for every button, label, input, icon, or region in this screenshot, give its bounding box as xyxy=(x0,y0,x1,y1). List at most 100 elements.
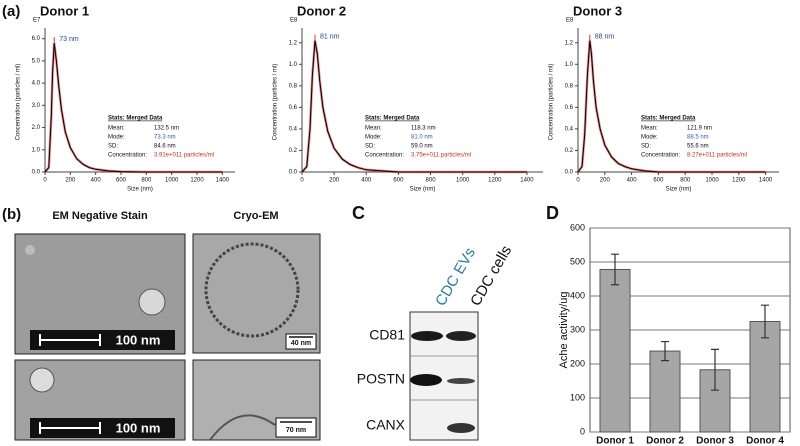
error-bar xyxy=(711,348,719,391)
peak-label: 88 nm xyxy=(595,33,615,40)
scale-label: 40 nm xyxy=(291,340,311,347)
x-axis-label: Size (nm) xyxy=(127,187,153,193)
y-tick-label: 1.0 xyxy=(289,62,298,68)
y-axis-label: Concentration (particles / ml) xyxy=(549,64,555,141)
panel-label: D xyxy=(546,203,559,223)
y-tick-label: 200 xyxy=(570,358,585,368)
stats-title: Stats: Merged Data xyxy=(641,116,696,122)
y-tick-label: 4.0 xyxy=(32,81,41,87)
y-tick-label: 0.4 xyxy=(565,127,574,133)
stats-key: Concentration: xyxy=(641,153,680,159)
x-tick-label: 1000 xyxy=(456,178,470,184)
y-tick-label: 0.6 xyxy=(289,105,298,111)
stats-value: 118.3 nm xyxy=(411,126,436,132)
x-tick-label: 1200 xyxy=(488,178,502,184)
em-image xyxy=(14,233,186,355)
y-tick-label: 300 xyxy=(570,324,585,334)
stats-key: Mode: xyxy=(108,135,125,141)
em-title: EM Negative Stain xyxy=(52,210,148,222)
stats-value: 3.91e+011 particles/ml xyxy=(154,153,214,159)
y-tick-label: 1.0 xyxy=(32,147,41,153)
x-tick-label: 200 xyxy=(65,178,76,184)
y-tick-label: 100 xyxy=(570,392,585,402)
x-tick-label: 800 xyxy=(426,178,437,184)
error-bar xyxy=(661,340,669,362)
y-tick-label: 0.2 xyxy=(289,148,298,154)
y-tick-label: 0.0 xyxy=(565,170,574,176)
x-tick-label: 400 xyxy=(91,178,102,184)
y-axis-label: Concentration (particles / ml) xyxy=(273,64,279,141)
x-tick-label: 800 xyxy=(680,178,691,184)
x-tick-label: 0 xyxy=(300,178,304,184)
bar xyxy=(649,350,681,433)
y-tick-label: 600 xyxy=(570,222,585,232)
y-tick-label: 500 xyxy=(570,256,585,266)
stats-key: SD: xyxy=(108,144,118,150)
stats-value: 55.6 nm xyxy=(687,144,709,150)
em-title: Cryo-EM xyxy=(233,210,278,222)
em-image xyxy=(192,359,321,441)
stats-value: 8.27e+011 particles/ml xyxy=(687,153,747,159)
stats-key: Concentration: xyxy=(108,153,147,159)
x-tick-label: 200 xyxy=(329,178,340,184)
scale-label: 100 nm xyxy=(116,332,161,347)
y-tick-label: 5.0 xyxy=(32,58,41,64)
scale-label: 100 nm xyxy=(116,420,161,435)
chart-title: Donor 2 xyxy=(297,3,346,18)
y-tick-label: 0.2 xyxy=(565,148,574,154)
error-bar xyxy=(761,304,769,339)
stats-key: Mean: xyxy=(641,126,658,132)
x-tick-label: 1400 xyxy=(216,178,230,184)
em-image xyxy=(192,233,321,354)
curve xyxy=(44,43,223,173)
x-tick-label: Donor 1 xyxy=(596,436,634,446)
y-tick-label: 1.2 xyxy=(289,40,298,46)
x-tick-label: 1400 xyxy=(759,178,773,184)
y-tick-label: 3.0 xyxy=(32,103,41,109)
stats-value: 3.75e+011 particles/ml xyxy=(411,153,471,159)
stats-key: Mean: xyxy=(365,126,382,132)
x-tick-label: Donor 4 xyxy=(746,436,784,446)
y-tick-label: 0.8 xyxy=(565,83,574,89)
y-tick-label: 0.0 xyxy=(32,170,41,176)
panel-label: (b) xyxy=(2,206,21,223)
x-tick-label: 600 xyxy=(116,178,127,184)
x-tick-label: Donor 3 xyxy=(696,436,734,446)
x-tick-label: 1200 xyxy=(190,178,204,184)
y-tick-label: 0.8 xyxy=(289,83,298,89)
stats-value: 84.6 nm xyxy=(154,144,176,150)
stats-value: 88.5 nm xyxy=(687,135,709,141)
stats-value: 121.9 nm xyxy=(687,126,712,132)
panel-label: C xyxy=(352,203,365,223)
x-tick-label: 1400 xyxy=(520,178,534,184)
stats-title: Stats: Merged Data xyxy=(108,116,163,122)
curve xyxy=(577,40,766,173)
x-tick-label: 1000 xyxy=(705,178,719,184)
blot xyxy=(409,311,479,441)
stats-value: 81.0 nm xyxy=(411,135,433,141)
axis-exponent: E7 xyxy=(33,18,41,24)
panel-label: (a) xyxy=(2,3,20,20)
y-tick-label: 2.0 xyxy=(32,125,41,131)
stats-key: Concentration: xyxy=(365,153,404,159)
stats-key: Mean: xyxy=(108,126,125,132)
peak-label: 81 nm xyxy=(320,33,340,40)
x-tick-label: 400 xyxy=(627,178,638,184)
scale-label: 70 nm xyxy=(286,427,306,434)
chart-title: Donor 3 xyxy=(573,3,622,18)
x-tick-label: 1200 xyxy=(732,178,746,184)
y-tick-label: 0.4 xyxy=(289,127,298,133)
x-tick-label: 800 xyxy=(141,178,152,184)
stats-value: 132.5 nm xyxy=(154,126,179,132)
y-tick-label: 0 xyxy=(580,426,585,436)
row-label: CD81 xyxy=(369,327,405,343)
x-axis-label: Size (nm) xyxy=(410,187,436,193)
bar xyxy=(599,268,631,433)
axis-exponent: E8 xyxy=(290,18,298,24)
x-tick-label: 600 xyxy=(393,178,404,184)
y-tick-label: 0.6 xyxy=(565,105,574,111)
stats-key: SD: xyxy=(641,144,651,150)
curve xyxy=(301,40,527,173)
stats-key: Mode: xyxy=(365,135,382,141)
